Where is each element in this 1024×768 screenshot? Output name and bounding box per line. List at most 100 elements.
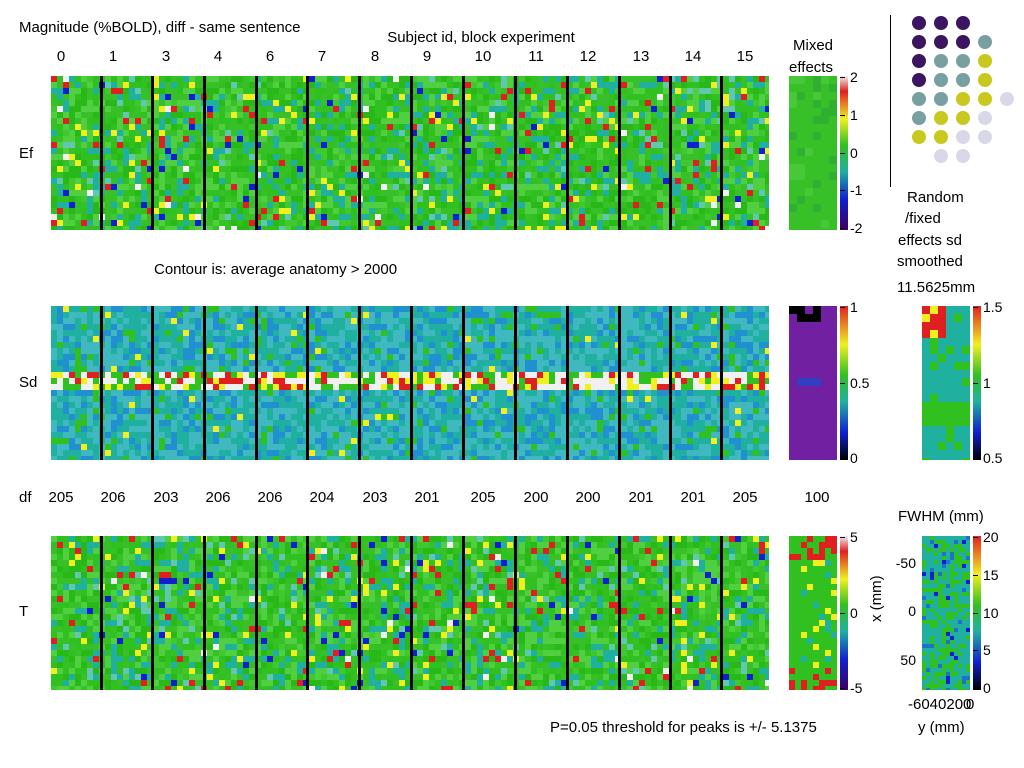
df-value: 205 xyxy=(48,490,73,505)
subject-separator xyxy=(618,536,621,690)
random-fixed-line1: Random xyxy=(907,190,964,205)
fwhm-y-tick: 50 xyxy=(900,653,916,667)
flame-dot xyxy=(978,111,992,125)
subject-id: 1 xyxy=(109,49,117,64)
subject-id: 9 xyxy=(423,49,431,64)
ef-colorbar-tick-mark xyxy=(840,190,845,191)
subject-separator xyxy=(618,306,621,460)
ef-heatmap xyxy=(51,76,769,230)
subject-separator xyxy=(618,76,621,230)
flame-dot xyxy=(934,54,948,68)
mixed-label-1: Mixed xyxy=(793,38,833,53)
ef-colorbar-tick-mark xyxy=(840,153,845,154)
fwhm-title: FWHM (mm) xyxy=(898,509,984,524)
flame-dot xyxy=(978,54,992,68)
subject-separator xyxy=(358,536,361,690)
flame-dot xyxy=(912,111,926,125)
contour-note: Contour is: average anatomy > 2000 xyxy=(154,262,397,277)
flame-dot xyxy=(956,111,970,125)
flame-dot xyxy=(934,92,948,106)
flame-dot xyxy=(956,92,970,106)
t-colorbar-tick: 0 xyxy=(850,606,858,620)
subject-separator xyxy=(203,536,206,690)
subject-id: 14 xyxy=(685,49,702,64)
fwhm-colorbar-tick: 20 xyxy=(983,530,999,544)
fwhm-colorbar-tick-mark xyxy=(973,537,978,538)
df-value: 201 xyxy=(680,490,705,505)
subject-separator xyxy=(255,76,258,230)
sd-colorbar-tick-mark xyxy=(840,307,845,308)
subject-separator xyxy=(669,306,672,460)
subject-separator xyxy=(462,536,465,690)
subject-separator xyxy=(358,306,361,460)
subject-separator xyxy=(669,76,672,230)
ef-colorbar-tick: -2 xyxy=(850,221,862,235)
random-fixed-line4: smoothed xyxy=(897,254,963,269)
subject-separator xyxy=(566,536,569,690)
df-value: 205 xyxy=(732,490,757,505)
subject-separator xyxy=(203,76,206,230)
mixed-label-2: effects xyxy=(789,60,833,75)
ef-colorbar-tick: 1 xyxy=(850,108,858,122)
subject-separator xyxy=(669,536,672,690)
rf-colorbar-tick-mark xyxy=(973,383,978,384)
subject-separator xyxy=(410,536,413,690)
rf-colorbar-tick-mark xyxy=(973,307,978,308)
threshold-note: P=0.05 threshold for peaks is +/- 5.1375 xyxy=(550,720,817,735)
subject-separator xyxy=(151,306,154,460)
sd-heatmap xyxy=(51,306,769,460)
flame-dot xyxy=(978,35,992,49)
random-fixed-line3: effects sd xyxy=(898,233,962,248)
subject-id: 3 xyxy=(162,49,170,64)
subject-separator xyxy=(100,306,103,460)
sd-colorbar-tick: 0.5 xyxy=(850,376,869,390)
subject-id: 12 xyxy=(580,49,597,64)
mixed-ef-heatmap xyxy=(789,76,837,230)
ef-colorbar-tick: 0 xyxy=(850,146,858,160)
df-value: 200 xyxy=(523,490,548,505)
flame-dot xyxy=(912,35,926,49)
ef-colorbar-tick: 2 xyxy=(850,70,858,84)
fwhm-heatmap xyxy=(922,536,970,690)
fwhm-colorbar-tick: 15 xyxy=(983,568,999,582)
fwhm-y-axis-label: x (mm) xyxy=(869,575,884,622)
subject-id: 4 xyxy=(214,49,222,64)
subject-separator xyxy=(720,306,723,460)
subject-separator xyxy=(203,306,206,460)
flame-dot xyxy=(912,130,926,144)
flame-dot xyxy=(912,73,926,87)
row-label-sd: Sd xyxy=(19,375,37,390)
subject-separator xyxy=(255,306,258,460)
flame-dot xyxy=(934,130,948,144)
rf-colorbar-tick: 1.5 xyxy=(983,300,1002,314)
flame-dot xyxy=(912,92,926,106)
subject-separator xyxy=(462,306,465,460)
flame-dot xyxy=(934,16,948,30)
subject-separator xyxy=(151,536,154,690)
subject-id: 15 xyxy=(737,49,754,64)
subject-separator xyxy=(514,306,517,460)
df-value: 206 xyxy=(205,490,230,505)
flame-dot xyxy=(956,54,970,68)
row-label-ef: Ef xyxy=(19,146,33,161)
df-value: 200 xyxy=(575,490,600,505)
fwhm-colorbar-tick-mark xyxy=(973,575,978,576)
flame-dot xyxy=(912,54,926,68)
fwhm-colorbar-tick-mark xyxy=(973,688,978,689)
subject-axis-label: Subject id, block experiment xyxy=(387,30,575,45)
row-label-t: T xyxy=(19,604,28,619)
subject-id: 10 xyxy=(475,49,492,64)
subject-separator xyxy=(151,76,154,230)
subject-separator xyxy=(514,76,517,230)
subject-separator xyxy=(100,76,103,230)
sd-colorbar-tick-mark xyxy=(840,458,845,459)
df-value: 206 xyxy=(257,490,282,505)
figure-title: Magnitude (%BOLD), diff - same sentence xyxy=(19,20,301,35)
subject-separator xyxy=(410,76,413,230)
flame-dot xyxy=(978,130,992,144)
flame-dot xyxy=(934,149,948,163)
subject-separator xyxy=(720,76,723,230)
subject-separator xyxy=(358,76,361,230)
df-value: 203 xyxy=(362,490,387,505)
subject-separator xyxy=(306,76,309,230)
